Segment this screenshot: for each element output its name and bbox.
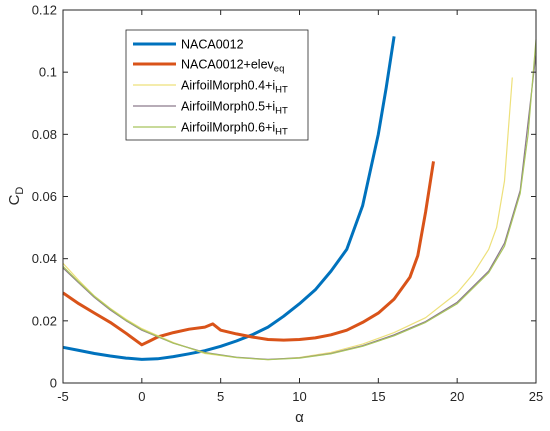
series-line-4 — [62, 39, 537, 361]
legend-label-2: AirfoilMorph0.4+iHT — [181, 79, 288, 96]
legend-label-text: AirfoilMorph0.5+i — [181, 100, 275, 114]
y-axis-label: CD — [6, 187, 26, 206]
y-tick-label: 0.12 — [32, 3, 57, 18]
legend-label-text: NACA0012+elev — [181, 58, 275, 72]
x-axis-label: α — [295, 409, 304, 426]
y-tick-label: 0 — [50, 376, 57, 391]
x-tick-label: 25 — [529, 389, 543, 404]
legend-label-subscript: HT — [275, 127, 288, 138]
y-tick-label: 0.08 — [32, 127, 57, 142]
legend-label-subscript: HT — [275, 106, 288, 117]
legend-label-3: AirfoilMorph0.5+iHT — [181, 100, 288, 117]
curves-layer — [62, 36, 537, 361]
legend-label-4: AirfoilMorph0.6+iHT — [181, 121, 288, 138]
x-tick-label: -5 — [57, 389, 69, 404]
legend-label-text: AirfoilMorph0.4+i — [181, 79, 275, 93]
y-tick-label: 0.1 — [39, 65, 57, 80]
y-axis-label-main: C — [6, 194, 23, 205]
y-tick-label: 0.02 — [32, 313, 57, 328]
x-tick-label: 0 — [138, 389, 145, 404]
ticks-layer — [62, 9, 537, 384]
legend-label-text: NACA0012 — [181, 38, 244, 52]
y-axis-label-sub: D — [14, 187, 26, 195]
legend: NACA0012 NACA0012+eleveq AirfoilMorph0.4+i… — [125, 29, 309, 141]
x-tick-label: 20 — [450, 389, 464, 404]
legend-label-subscript: eq — [274, 64, 285, 75]
y-tick-label: 0.04 — [32, 251, 57, 266]
series-line-0 — [62, 36, 396, 361]
legend-label-text: AirfoilMorph0.6+i — [181, 121, 275, 135]
x-tick-label: 10 — [292, 389, 306, 404]
series-line-1 — [62, 161, 435, 347]
legend-label-0: NACA0012 — [181, 38, 244, 52]
legend-label-subscript: HT — [275, 85, 288, 96]
y-tick-label: 0.06 — [32, 189, 57, 204]
legend-label-1: NACA0012+eleveq — [181, 58, 284, 75]
x-tick-label: 5 — [217, 389, 224, 404]
x-tick-label: 15 — [371, 389, 385, 404]
